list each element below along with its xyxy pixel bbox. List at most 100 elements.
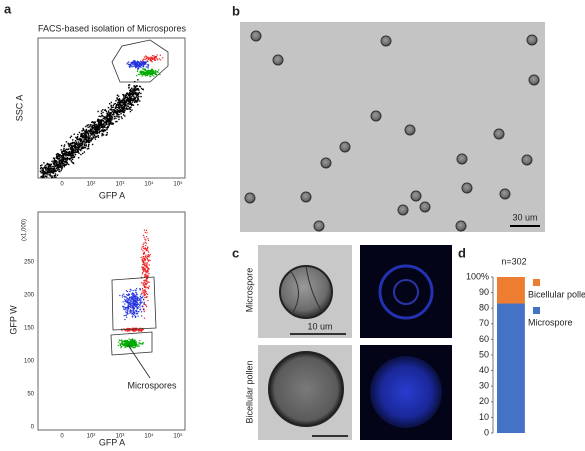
event-dot [70,147,72,150]
event-dot [133,339,135,341]
event-dot [66,159,68,161]
event-dot [43,173,45,176]
event-dot [138,303,140,305]
event-dot [137,92,140,95]
event-dot [135,301,137,303]
event-dot [55,167,58,170]
event-dot [127,327,129,330]
event-dot [117,109,119,111]
event-dot [131,338,134,340]
event-dot [125,342,127,344]
event-dot [142,250,144,252]
event-dot [44,167,47,170]
event-dot [138,311,140,313]
event-dot [96,129,99,131]
event-dot [47,170,50,172]
cell [244,192,256,204]
event-dot [101,125,103,128]
event-dot [84,137,86,139]
event-dot [77,133,79,136]
cell [339,141,351,153]
event-dot [91,126,93,128]
event-dot [136,299,138,301]
event-dot [52,170,54,172]
event-dot [74,140,77,142]
cell [370,110,382,122]
event-dot [84,146,87,149]
event-dot [143,289,145,291]
event-dot [122,101,125,104]
event-dot [65,160,67,162]
event-dot [118,116,120,118]
event-dot [135,310,138,312]
event-dot [112,106,114,108]
event-dot [63,151,66,153]
y-tick-label: 100% [466,271,489,281]
event-dot [111,123,113,125]
event-dot [88,141,90,143]
event-dot [133,85,135,87]
event-dot [134,316,137,319]
event-dot [109,113,112,115]
event-dot [85,128,88,131]
event-dot [118,105,120,107]
event-dot [80,135,82,138]
event-dot [62,160,64,163]
event-dot [133,296,135,298]
event-dot [144,286,146,288]
event-dot [73,147,76,149]
event-dot [130,104,133,107]
x-tick-label: 10² [87,434,96,440]
event-dot [150,68,153,71]
event-dot [130,341,133,343]
event-dot [143,292,145,295]
event-dot [93,125,96,127]
event-dot [107,119,109,121]
event-dot [46,176,48,178]
event-dot [147,69,149,71]
event-dot [91,121,93,124]
event-dot [59,163,62,166]
event-dot [129,92,131,94]
event-dot [97,110,99,113]
event-dot [134,97,136,100]
event-dot [127,344,129,346]
event-dot [100,123,103,126]
event-dot [100,112,103,115]
event-dot [127,297,129,300]
event-dot [152,70,154,73]
event-dot [141,301,143,303]
event-dot [140,328,142,331]
event-dot [118,341,120,343]
event-dot [142,252,145,255]
event-dot [89,128,92,130]
event-dot [97,125,100,128]
event-dot [143,308,145,310]
event-dot [74,145,77,148]
event-dot [60,169,62,172]
event-dot [128,61,130,63]
event-dot [84,138,87,141]
event-dot [139,60,142,62]
event-dot [135,96,138,98]
event-dot [142,245,145,248]
event-dot [72,150,74,153]
event-dot [136,95,139,97]
event-dot [136,94,138,96]
event-dot [139,65,141,67]
event-dot [82,147,85,149]
event-dot [55,163,57,165]
event-dot [154,71,156,73]
event-dot [96,124,98,126]
y-tick-label: 70 [479,318,489,328]
event-dot [136,298,138,300]
event-dot [142,308,145,311]
event-dot [128,294,130,296]
event-dot [77,146,79,148]
event-dot [130,289,132,291]
panel-label: a [4,1,12,16]
event-dot [144,69,146,71]
event-dot [85,134,88,136]
event-dot [98,115,100,118]
event-dot [135,315,137,318]
